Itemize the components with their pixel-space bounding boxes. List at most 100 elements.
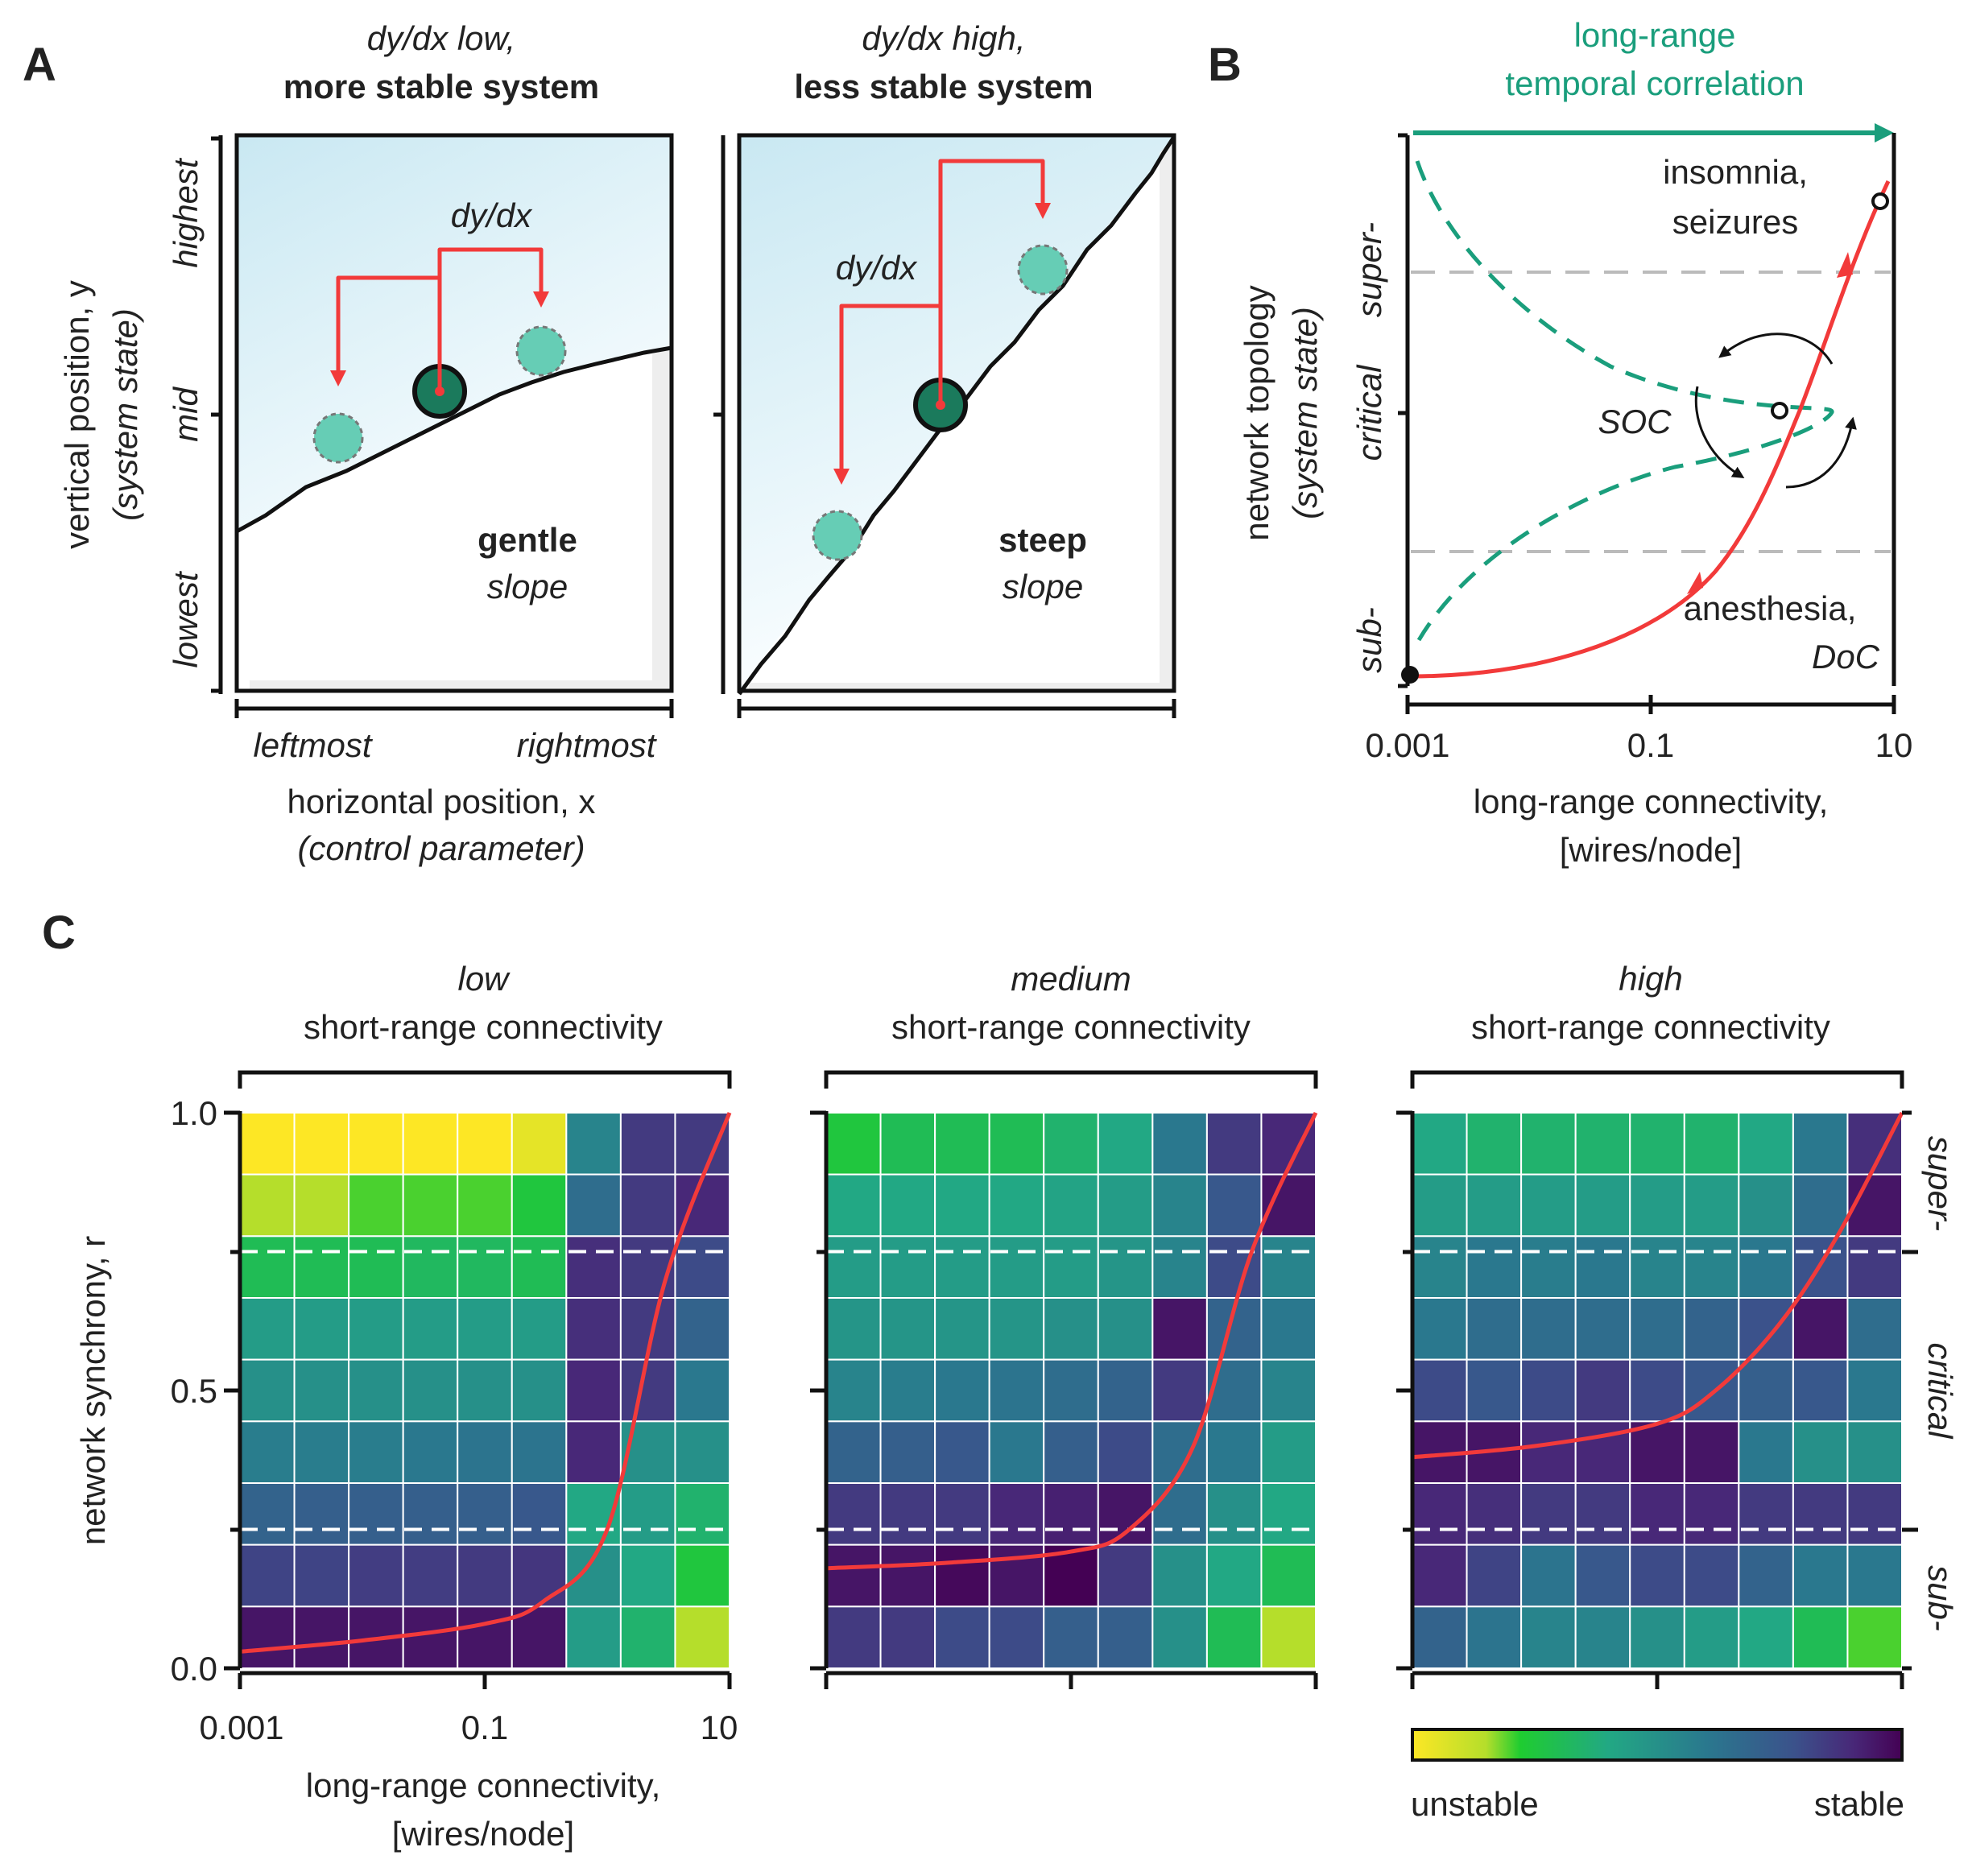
red-curve [1412, 1111, 1904, 1460]
panel-c1-title-ital: low [457, 960, 511, 998]
heatmap-cell [511, 1297, 568, 1361]
heatmap-cell [293, 1235, 350, 1300]
heatmap-cell [674, 1543, 731, 1608]
panel-b-xtick-10: 10 [1875, 726, 1913, 764]
heatmap-cell [293, 1482, 350, 1546]
heatmap-cell [1629, 1297, 1685, 1361]
panel-c-right-super: super- [1921, 1136, 1959, 1231]
panel-c-xtick-01: 0.1 [461, 1709, 508, 1746]
heatmap-cell [1466, 1358, 1523, 1423]
heatmap-cell [1792, 1543, 1849, 1608]
heatmap-cell [988, 1297, 1045, 1361]
panel-a-right-derivative: dy/dx [836, 249, 918, 287]
heatmap-cell [348, 1420, 404, 1485]
colorbar [1411, 1728, 1904, 1762]
heatmap-cell [457, 1482, 513, 1546]
panel-b-ylabel-line2: (system state) [1286, 307, 1324, 519]
heatmap-cell [879, 1358, 936, 1423]
heatmap-cell [457, 1420, 513, 1485]
heatmap-cell [1520, 1112, 1577, 1176]
panel-c2-title-line2: short-range connectivity [891, 1008, 1251, 1046]
red-arrowhead-up [1837, 252, 1853, 278]
heatmap-cell [879, 1235, 936, 1300]
heatmap-cell [1412, 1543, 1468, 1608]
heatmap-cell [1466, 1297, 1523, 1361]
panel-c-xlabel-line1: long-range connectivity, [306, 1766, 660, 1804]
heatmap-cell [619, 1173, 676, 1238]
panel-b-top-label-line1: long-range [1574, 16, 1736, 54]
heatmap-cell [1520, 1605, 1577, 1670]
panel-b-annot-soc: SOC [1598, 403, 1672, 440]
heatmap-cell [1574, 1482, 1631, 1546]
heatmap-cell [565, 1297, 622, 1361]
heatmap-cell [239, 1482, 296, 1546]
panel-b-xtick-0001: 0.001 [1365, 726, 1449, 764]
heatmap-cell [402, 1358, 459, 1423]
heatmap-cell [293, 1420, 350, 1485]
heatmap-cell [674, 1420, 731, 1485]
heatmap-cell [1097, 1173, 1154, 1238]
heatmap-cell [825, 1112, 882, 1176]
panel-b-annot-top-line2: seizures [1672, 203, 1798, 241]
colorbar-low-label: unstable [1411, 1785, 1539, 1823]
panel-a-left-slope-ital: slope [487, 568, 568, 605]
panel-b-label: B [1208, 39, 1242, 91]
heatmap-cell [825, 1358, 882, 1423]
ball-center-dot-steep [936, 400, 945, 410]
heatmap-cell [293, 1297, 350, 1361]
heatmap-cell [1466, 1112, 1523, 1176]
heatmap-cell [1683, 1173, 1740, 1238]
red-trajectory [1410, 180, 1891, 679]
heatmap-cell [239, 1543, 296, 1608]
panel-c-ylabel: network synchrony, r [74, 1236, 112, 1545]
heatmap-cell [1520, 1297, 1577, 1361]
panel-a-xtick-rightmost: rightmost [517, 726, 658, 764]
panel-b-ylabel-line1: network topology [1238, 285, 1275, 541]
heatmap-cell [293, 1358, 350, 1423]
heatmap-cell [1629, 1112, 1685, 1176]
panel-b-dashed-thresholds [1411, 271, 1891, 553]
heatmap-cell [1738, 1543, 1794, 1608]
heatmap-cell [1846, 1605, 1903, 1670]
heatmap-cell [879, 1297, 936, 1361]
heatmap-cell [934, 1482, 990, 1546]
heatmap-cell [293, 1605, 350, 1670]
heatmap-cell [1792, 1482, 1849, 1546]
heatmap-cell [825, 1173, 882, 1238]
heatmap-cell [674, 1358, 731, 1423]
heatmap-cell [825, 1235, 882, 1300]
heatmap-cell [239, 1297, 296, 1361]
heatmap-cell [1412, 1173, 1468, 1238]
heatmap-cell [1043, 1420, 1099, 1485]
heatmap-cell [1466, 1235, 1523, 1300]
heatmap-cell [511, 1543, 568, 1608]
panel-c-label: C [42, 907, 76, 959]
heatmap-cell [1520, 1235, 1577, 1300]
heatmap-cell [565, 1420, 622, 1485]
heatmap-cell [619, 1112, 676, 1176]
panel-c2-title-ital: medium [1011, 960, 1131, 998]
soc-point [1771, 402, 1788, 419]
heatmap-cell [402, 1605, 459, 1670]
panel-b-top-label-line2: temporal correlation [1505, 64, 1804, 102]
heatmap-cell [1205, 1235, 1263, 1300]
panel-a-xtick-leftmost: leftmost [253, 726, 373, 764]
panel-c-ytick-0: 0.0 [171, 1650, 217, 1688]
soc-arrow-left [1694, 386, 1745, 478]
heatmap-cell [879, 1543, 936, 1608]
arrow-up-steep [938, 159, 1051, 405]
heatmap-cell [1205, 1420, 1263, 1485]
heatmap-cell [674, 1112, 731, 1176]
heatmap-cell [239, 1420, 296, 1485]
heatmap-cell [825, 1605, 882, 1670]
panel-a-left-derivative: dy/dx [451, 196, 533, 234]
sub-point [1401, 666, 1419, 684]
panel-c-right-critical: critical [1921, 1342, 1959, 1440]
heatmap-cell [293, 1543, 350, 1608]
red-curve [825, 1111, 1318, 1571]
panel-a-ytick-lowest: lowest [167, 570, 205, 667]
heatmap-cell [1043, 1112, 1099, 1176]
heatmap-cell [879, 1482, 936, 1546]
heatmap-cell [239, 1358, 296, 1423]
heatmap-cell [1260, 1297, 1317, 1361]
